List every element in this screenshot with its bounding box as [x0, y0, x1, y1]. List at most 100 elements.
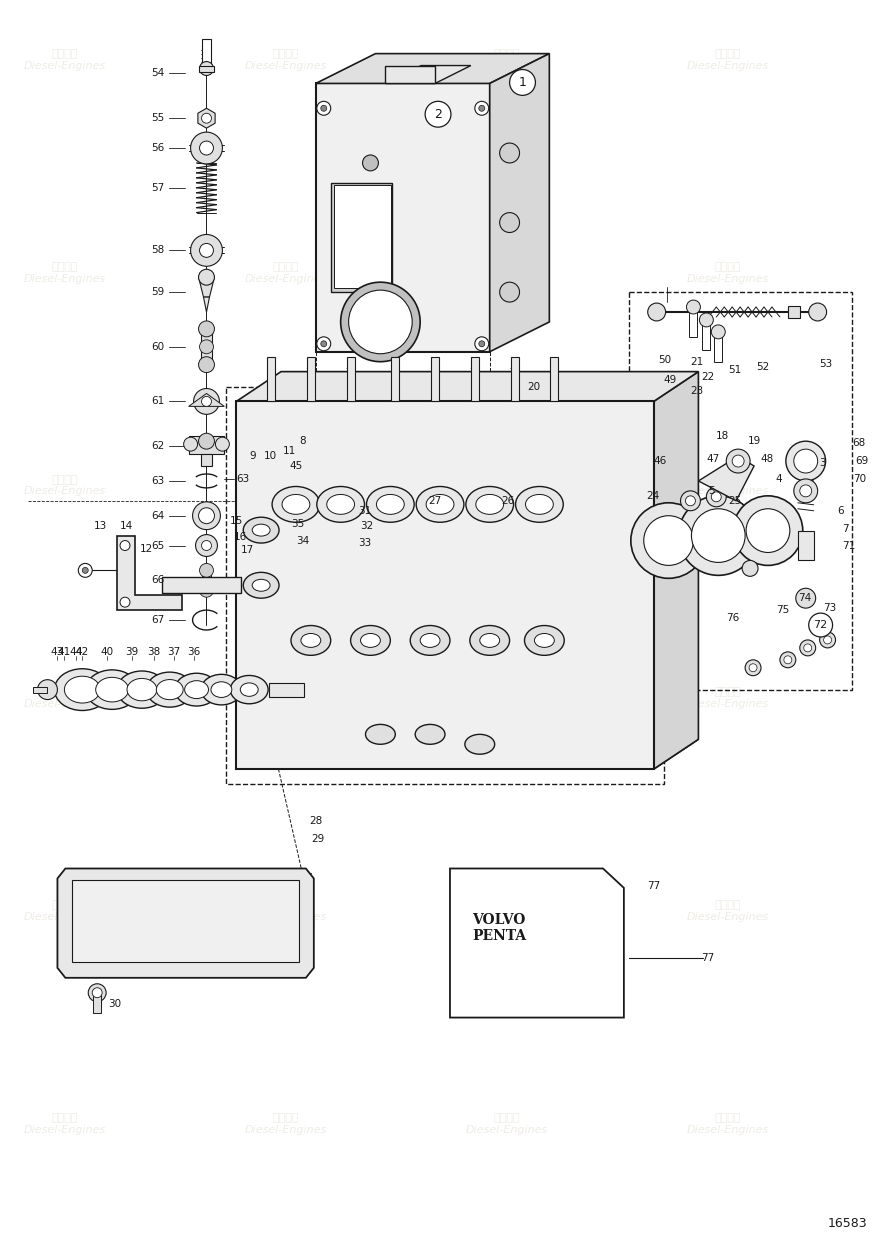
- Circle shape: [93, 988, 102, 997]
- Ellipse shape: [96, 677, 128, 703]
- Circle shape: [192, 502, 221, 530]
- Text: 23: 23: [691, 387, 704, 397]
- Text: 63: 63: [237, 473, 249, 483]
- Ellipse shape: [174, 674, 218, 706]
- Text: 46: 46: [653, 456, 667, 466]
- Bar: [33, 686, 47, 692]
- Ellipse shape: [146, 672, 193, 708]
- Circle shape: [190, 132, 222, 164]
- Text: 24: 24: [647, 491, 660, 501]
- Text: 56: 56: [151, 144, 165, 154]
- Text: 47: 47: [707, 454, 720, 465]
- Circle shape: [749, 663, 757, 672]
- Bar: [550, 356, 558, 402]
- Bar: [201, 39, 212, 68]
- Circle shape: [474, 337, 489, 351]
- Text: 48: 48: [760, 454, 773, 465]
- Circle shape: [823, 636, 831, 643]
- Circle shape: [199, 340, 214, 354]
- Text: 37: 37: [167, 647, 181, 657]
- Text: 44: 44: [69, 647, 83, 657]
- Circle shape: [199, 583, 214, 597]
- Text: 8: 8: [299, 436, 305, 446]
- Text: 紫发动力
Diesel-Engines: 紫发动力 Diesel-Engines: [465, 49, 548, 71]
- Ellipse shape: [85, 670, 139, 709]
- Circle shape: [479, 341, 485, 346]
- Polygon shape: [490, 54, 549, 351]
- Ellipse shape: [534, 633, 554, 647]
- Ellipse shape: [240, 682, 258, 696]
- Text: 43: 43: [51, 647, 64, 657]
- Circle shape: [711, 492, 721, 502]
- Text: 紫发动力
Diesel-Engines: 紫发动力 Diesel-Engines: [465, 475, 548, 496]
- Text: 紫发动力
Diesel-Engines: 紫发动力 Diesel-Engines: [245, 262, 327, 283]
- Text: 16583: 16583: [828, 1217, 868, 1230]
- Circle shape: [201, 397, 212, 407]
- Text: 75: 75: [776, 606, 789, 616]
- Text: 紫发动力
Diesel-Engines: 紫发动力 Diesel-Engines: [465, 262, 548, 283]
- Polygon shape: [204, 297, 209, 312]
- Bar: [307, 356, 315, 402]
- Ellipse shape: [127, 679, 157, 701]
- Ellipse shape: [416, 724, 445, 744]
- Text: 57: 57: [151, 183, 165, 193]
- Text: 38: 38: [147, 647, 160, 657]
- Polygon shape: [189, 394, 224, 407]
- Circle shape: [199, 141, 214, 155]
- Circle shape: [804, 643, 812, 652]
- Text: 27: 27: [428, 496, 441, 506]
- Text: 62: 62: [151, 441, 165, 451]
- Ellipse shape: [410, 626, 450, 656]
- Ellipse shape: [360, 633, 380, 647]
- Text: 6: 6: [837, 506, 844, 516]
- Ellipse shape: [465, 734, 495, 754]
- Text: 紫发动力
Diesel-Engines: 紫发动力 Diesel-Engines: [687, 1113, 769, 1134]
- Ellipse shape: [282, 495, 310, 515]
- Text: 5: 5: [708, 486, 715, 496]
- Circle shape: [794, 478, 818, 502]
- Text: 紫发动力
Diesel-Engines: 紫发动力 Diesel-Engines: [23, 1113, 106, 1134]
- Ellipse shape: [252, 524, 270, 536]
- Text: 58: 58: [151, 246, 165, 256]
- Ellipse shape: [417, 486, 464, 522]
- Text: 64: 64: [151, 511, 165, 521]
- Circle shape: [809, 613, 832, 637]
- Text: 49: 49: [664, 375, 677, 384]
- Text: 紫发动力
Diesel-Engines: 紫发动力 Diesel-Engines: [23, 262, 106, 283]
- Ellipse shape: [184, 681, 208, 699]
- Text: 26: 26: [502, 496, 515, 506]
- Ellipse shape: [231, 676, 268, 704]
- Circle shape: [88, 983, 106, 1002]
- Text: 70: 70: [854, 473, 867, 483]
- Circle shape: [78, 564, 93, 578]
- Bar: [715, 332, 723, 361]
- Ellipse shape: [201, 675, 242, 705]
- Ellipse shape: [327, 495, 354, 515]
- Ellipse shape: [351, 626, 391, 656]
- Circle shape: [692, 509, 745, 563]
- Circle shape: [686, 300, 700, 313]
- Ellipse shape: [157, 680, 183, 700]
- Ellipse shape: [54, 669, 110, 710]
- Text: 67: 67: [151, 616, 165, 624]
- Text: 53: 53: [820, 359, 833, 369]
- Text: 55: 55: [151, 113, 165, 123]
- Circle shape: [201, 540, 212, 550]
- Text: 1: 1: [519, 76, 527, 89]
- Circle shape: [648, 303, 666, 321]
- Text: 10: 10: [264, 451, 278, 461]
- Text: 34: 34: [296, 535, 309, 545]
- Text: 52: 52: [756, 361, 769, 371]
- Polygon shape: [237, 739, 699, 769]
- Bar: [200, 329, 213, 365]
- Text: 紫发动力
Diesel-Engines: 紫发动力 Diesel-Engines: [687, 49, 769, 71]
- Ellipse shape: [211, 682, 231, 697]
- Bar: [346, 356, 354, 402]
- Text: 61: 61: [151, 397, 165, 407]
- Circle shape: [198, 433, 214, 449]
- Text: 3: 3: [820, 458, 826, 468]
- Text: 12: 12: [140, 544, 153, 554]
- Bar: [431, 356, 439, 402]
- Text: 65: 65: [151, 540, 165, 550]
- Circle shape: [707, 487, 726, 507]
